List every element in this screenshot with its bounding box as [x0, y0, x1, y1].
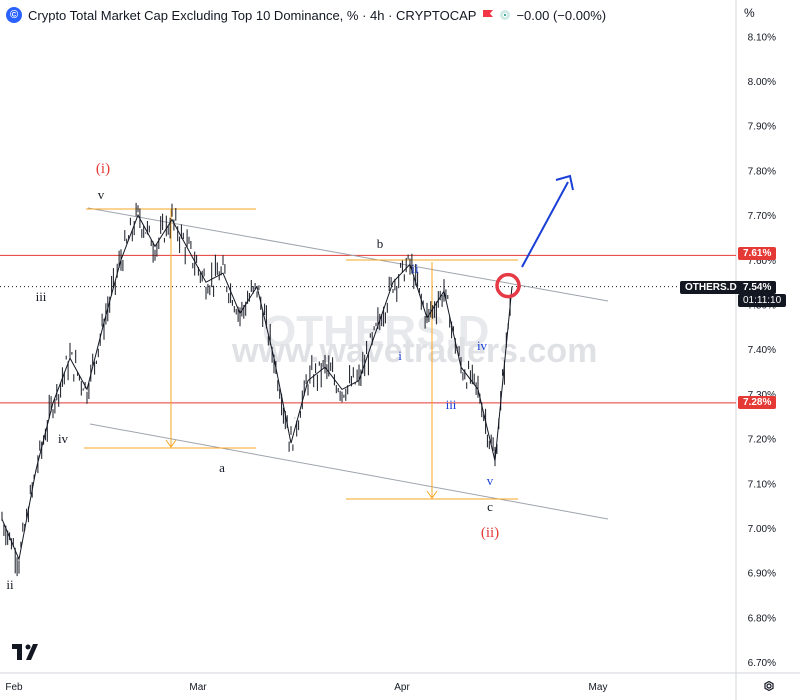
y-tick-label: 7.70%: [748, 211, 776, 222]
price-series-line: [1, 213, 513, 562]
projection-arrow-line: [521, 181, 569, 268]
measure-arrow-head: [426, 490, 438, 499]
y-tick-label: 8.10%: [748, 32, 776, 43]
wave-label: i: [398, 348, 402, 363]
price-bars: [1, 202, 511, 577]
wave-label: v: [487, 473, 494, 488]
chart-title: Crypto Total Market Cap Excluding Top 10…: [28, 7, 477, 23]
symbol-tag: OTHERS.D: [680, 281, 742, 294]
flag-icon[interactable]: [482, 9, 494, 21]
current-price-tag: 7.54%: [738, 281, 777, 294]
breakout-highlight-circle: [495, 272, 521, 299]
y-tick-label: 7.00%: [748, 524, 776, 535]
chart-header: © Crypto Total Market Cap Excluding Top …: [6, 5, 606, 25]
y-tick-label: 7.60%: [748, 256, 776, 267]
x-tick-label: Feb: [5, 682, 23, 693]
wavetraders-watermark: www.wavetraders.com: [231, 332, 597, 370]
y-tick-label: 6.90%: [748, 569, 776, 580]
y-tick-label: 7.30%: [748, 390, 776, 401]
y-tick-label: 7.40%: [748, 345, 776, 356]
wave-label: iii: [446, 397, 457, 412]
wave-label: ii: [411, 261, 419, 276]
level-upper-tag: 7.61%: [738, 247, 777, 260]
wave-label: (i): [96, 161, 110, 177]
channel-lower-line: [89, 423, 609, 520]
y-tick-label: 7.90%: [748, 122, 776, 133]
y-tick-label: 6.70%: [748, 658, 776, 669]
market-status-icon: [500, 10, 511, 20]
wave-label: b: [377, 236, 384, 251]
projection-arrowhead-icon: [555, 174, 574, 191]
level-lower-tag: 7.28%: [738, 396, 777, 409]
tradingview-logo-icon[interactable]: [12, 644, 38, 660]
y-tick-label: 7.80%: [748, 166, 776, 177]
measure-arrow-head: [165, 439, 177, 448]
y-tick-label: 8.00%: [748, 77, 776, 88]
settings-gear-icon[interactable]: [760, 677, 778, 695]
wave-label: c: [487, 499, 493, 514]
wave-label: (ii): [481, 525, 499, 541]
wave-label: v: [98, 187, 105, 202]
wave-label: a: [219, 460, 225, 475]
y-tick-label: 7.20%: [748, 435, 776, 446]
y-tick-label: 6.80%: [748, 613, 776, 624]
wave-label: iv: [58, 431, 69, 446]
y-tick-label: 7.10%: [748, 479, 776, 490]
wave-label: ii: [6, 577, 14, 592]
x-tick-label: Apr: [394, 682, 410, 693]
wave-label: iii: [36, 289, 47, 304]
price-change: −0.00 (−0.00%): [516, 7, 607, 23]
x-tick-label: May: [589, 682, 608, 693]
percent-scale-label[interactable]: %: [744, 6, 755, 20]
wave-label: iv: [477, 338, 488, 353]
cryptocap-logo-icon: ©: [6, 7, 22, 23]
bar-countdown: 01:11:10: [738, 294, 787, 307]
x-tick-label: Mar: [189, 682, 207, 693]
